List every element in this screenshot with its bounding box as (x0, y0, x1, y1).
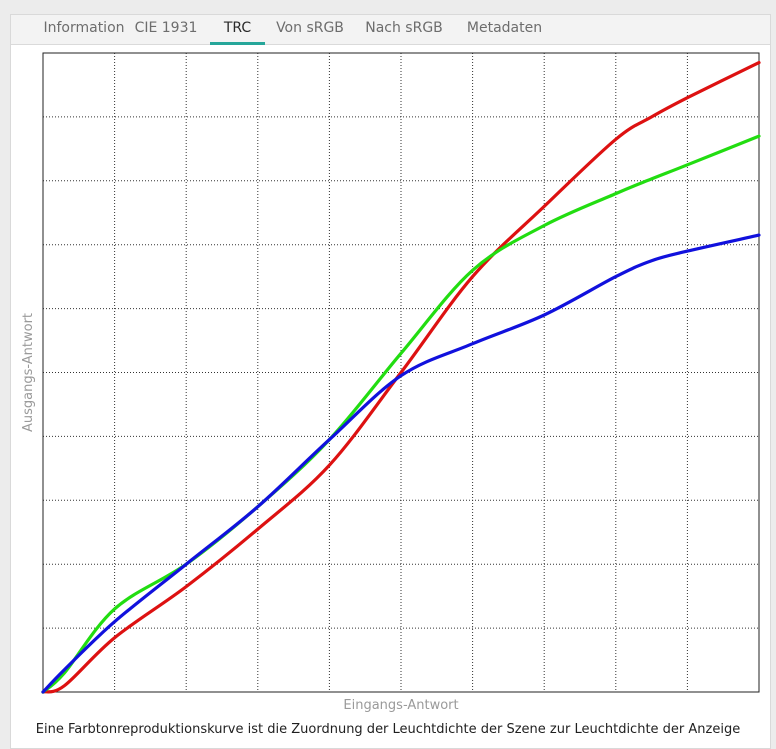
tab-trc[interactable]: TRC (210, 15, 265, 45)
tab-nach-srgb[interactable]: Nach sRGB (365, 20, 443, 36)
red-trc-curve (41, 61, 761, 694)
tab-von-srgb[interactable]: Von sRGB (276, 20, 344, 36)
x-axis-label: Eingangs-Antwort (343, 698, 458, 713)
tab-bar: Information CIE 1931 TRC Von sRGB Nach s… (11, 15, 770, 45)
tab-cie-1931[interactable]: CIE 1931 (134, 20, 198, 36)
y-axis-label: Ausgangs-Antwort (21, 313, 36, 432)
green-trc-curve (41, 134, 761, 694)
tab-information[interactable]: Information (43, 20, 125, 36)
chart-series (41, 61, 761, 694)
plot-area-frame (42, 52, 760, 693)
chart-caption: Eine Farbtonreproduktionskurve ist die Z… (36, 722, 740, 737)
tab-metadaten[interactable]: Metadaten (466, 20, 543, 36)
blue-trc-curve (41, 233, 761, 694)
